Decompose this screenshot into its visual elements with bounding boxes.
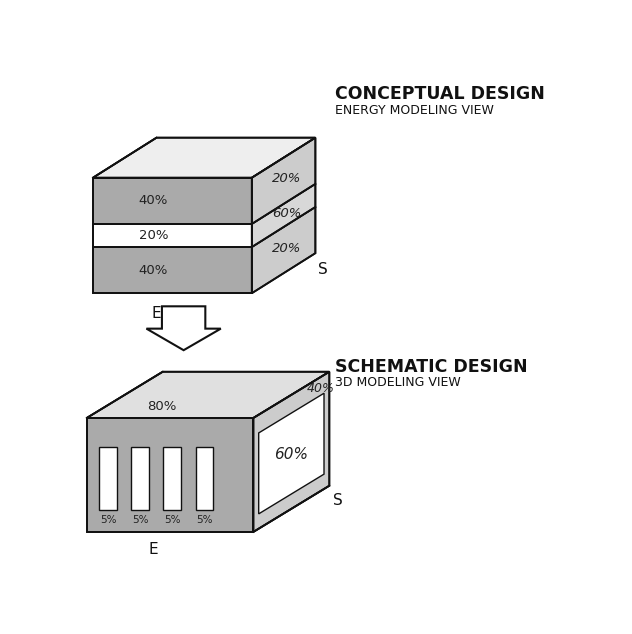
Polygon shape [99, 447, 117, 510]
Polygon shape [258, 393, 324, 514]
Text: 5%: 5% [197, 515, 213, 525]
Text: CONCEPTUAL DESIGN: CONCEPTUAL DESIGN [335, 86, 545, 103]
Text: E: E [149, 542, 158, 557]
Polygon shape [252, 207, 315, 293]
Text: 20%: 20% [138, 229, 168, 242]
Text: S: S [319, 262, 328, 278]
Polygon shape [93, 178, 252, 224]
Text: 60%: 60% [274, 446, 308, 462]
Text: ENERGY MODELING VIEW: ENERGY MODELING VIEW [335, 104, 494, 117]
Text: S: S [333, 493, 343, 508]
Polygon shape [252, 138, 315, 224]
Polygon shape [93, 224, 252, 247]
Text: 60%: 60% [272, 207, 301, 220]
Text: 3D MODELING VIEW: 3D MODELING VIEW [335, 377, 461, 389]
Polygon shape [252, 184, 315, 247]
Text: 5%: 5% [164, 515, 181, 525]
Text: E: E [152, 306, 161, 321]
Text: 40%: 40% [307, 382, 334, 395]
Text: 80%: 80% [147, 400, 176, 413]
Text: 5%: 5% [132, 515, 149, 525]
Polygon shape [93, 247, 252, 293]
Text: 5%: 5% [100, 515, 116, 525]
Polygon shape [93, 138, 315, 178]
Polygon shape [196, 447, 214, 510]
Text: 40%: 40% [138, 264, 168, 276]
Polygon shape [164, 447, 181, 510]
Text: 20%: 20% [272, 172, 301, 185]
Text: SCHEMATIC DESIGN: SCHEMATIC DESIGN [335, 358, 527, 376]
Text: 20%: 20% [272, 242, 301, 255]
Polygon shape [87, 372, 329, 418]
Polygon shape [87, 418, 253, 532]
Polygon shape [253, 372, 329, 532]
Polygon shape [131, 447, 149, 510]
Text: 40%: 40% [138, 194, 168, 207]
Polygon shape [147, 306, 221, 350]
